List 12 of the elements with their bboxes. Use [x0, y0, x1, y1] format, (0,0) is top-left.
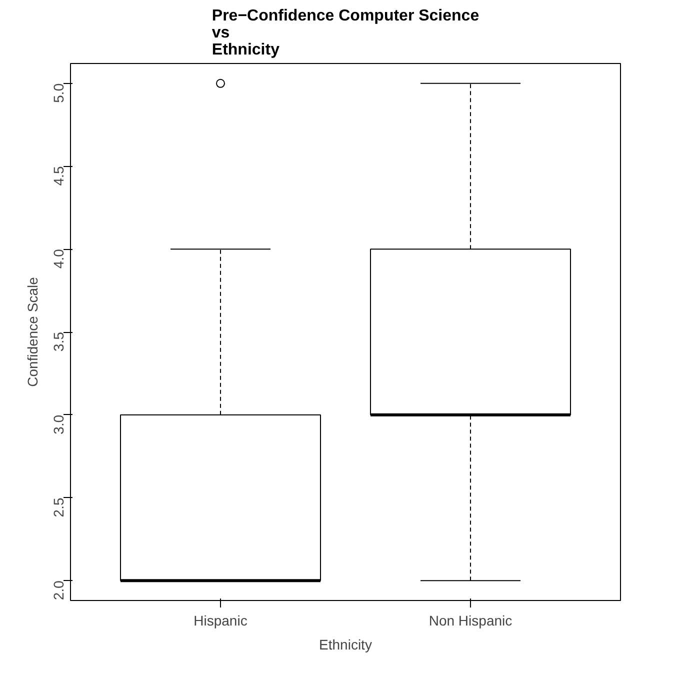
y-tick-label: 4.0	[50, 248, 66, 269]
y-tick-label: 5.0	[50, 83, 66, 103]
y-tick-label: 3.5	[50, 332, 66, 352]
y-tick-label: 2.0	[50, 580, 66, 600]
x-tick-label: Non Hispanic	[428, 612, 512, 628]
x-axis-title: Ethnicity	[319, 636, 372, 652]
y-tick-label: 3.0	[50, 414, 66, 434]
x-tick-label: Hispanic	[194, 612, 248, 628]
y-axis-title: Confidence Scale	[24, 276, 40, 387]
y-tick-label: 2.5	[50, 498, 66, 518]
chart-title: Pre−Confidence Computer Science vs Ethnicity	[212, 8, 480, 58]
y-tick-label: 4.5	[50, 166, 66, 186]
